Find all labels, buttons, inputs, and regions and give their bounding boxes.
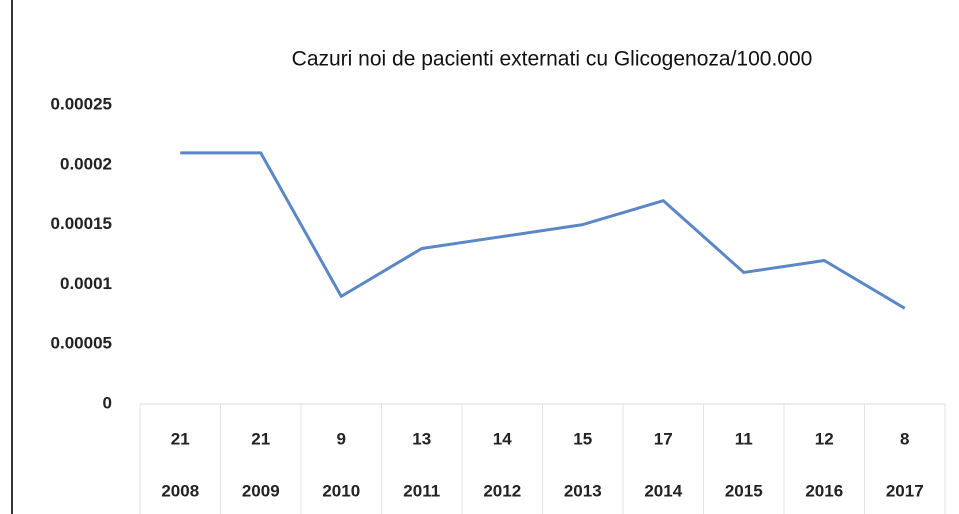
y-tick-label: 0 [103,393,112,412]
x-tick-label: 2011 [403,481,440,500]
case-count-label: 8 [900,429,909,448]
x-tick-label: 2008 [161,481,199,500]
data-line [180,151,906,310]
y-tick-label: 0.00025 [51,94,112,113]
case-count-label: 17 [654,429,673,448]
x-tick-label: 2012 [483,481,521,500]
y-tick-label: 0.0002 [60,154,112,173]
case-count-label: 9 [337,429,346,448]
case-count-label: 21 [251,429,270,448]
x-tick-label: 2013 [564,481,602,500]
x-tick-label: 2014 [644,481,682,500]
case-count-label: 15 [573,429,592,448]
y-tick-label: 0.00005 [51,334,112,353]
case-count-label: 21 [171,429,190,448]
x-tick-label: 2016 [805,481,843,500]
y-tick-label: 0.00015 [51,214,112,233]
case-count-label: 12 [815,429,834,448]
case-count-label: 11 [735,429,753,448]
x-tick-label: 2017 [886,481,924,500]
case-count-label: 13 [412,429,431,448]
x-tick-label: 2009 [242,481,280,500]
y-tick-label: 0.0001 [60,274,112,293]
chart-title: Cazuri noi de pacienti externati cu Glic… [292,48,813,71]
case-count-label: 14 [493,429,512,448]
x-tick-label: 2010 [322,481,360,500]
x-tick-label: 2015 [725,481,763,500]
